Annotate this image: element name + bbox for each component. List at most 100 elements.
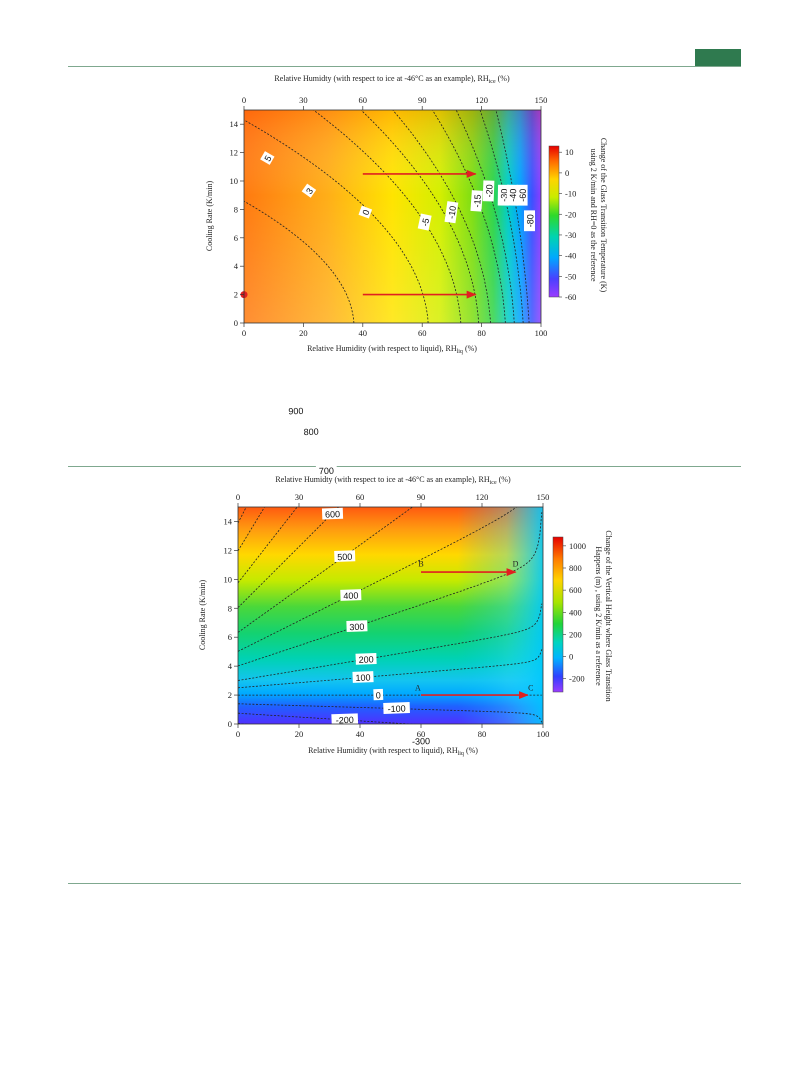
contour-line — [238, 603, 543, 681]
contour-label-group: -15 — [470, 190, 483, 212]
contour-label-bg — [321, 507, 344, 520]
chart-1-colorbar-label-2: using 2 K/min and RH=0 as the reference — [589, 148, 598, 282]
colorbar-tick-label: 0 — [565, 168, 569, 178]
chart-1: 530-5-10-15-20 -30-40 -60-80 0 20 40 60 80 100 … — [0, 74, 608, 355]
contour-label: 300 — [349, 622, 364, 633]
contour-label-bg — [482, 180, 495, 202]
contour-label-bg — [497, 184, 510, 206]
contour-label-bg — [516, 184, 528, 206]
contour-label: -30 — [499, 189, 509, 202]
contour-label-bg — [506, 184, 518, 206]
x-tick-label: 60 — [417, 729, 426, 739]
contour-label: 800 — [304, 427, 319, 438]
contour-label: -300 — [412, 736, 430, 747]
colorbar-tick-label: 0 — [569, 652, 573, 662]
x-tick-label: 0 — [242, 328, 246, 338]
contour-label-group: -100 — [383, 702, 410, 714]
chart-2-x2-ticks: 0 30 60 90 120 150 — [236, 492, 549, 507]
contour-label-group: -300 — [407, 734, 435, 747]
contour-line — [238, 649, 543, 689]
chart-1-x2-ticks: 0 30 60 90 120 150 — [242, 95, 547, 110]
contour-label: -10 — [446, 205, 458, 219]
contour-label-bg — [334, 550, 356, 563]
contour-line — [238, 507, 518, 652]
contour-label: 600 — [325, 509, 340, 520]
contour-label-group: 300 — [346, 620, 368, 633]
chart-1-colorbar-ticks: 10 0 -10 -20 -30 -40 -50 -60 — [559, 147, 576, 302]
chart-2-x2-label: Relative Humidty (with respect to ice at… — [275, 475, 511, 486]
contour-label-bg — [300, 425, 322, 437]
x-tick-label: 60 — [418, 328, 427, 338]
chart-1-colorbar-label-1: Change of the Glass Transition Temperatu… — [599, 138, 608, 293]
colorbar-tick-label: -50 — [565, 271, 576, 281]
contour-label-bg — [340, 589, 362, 601]
x2-tick-label: 30 — [299, 95, 308, 105]
contour-label-bg — [346, 620, 368, 632]
y-tick-label: 6 — [234, 233, 238, 243]
point-label: B — [418, 559, 423, 568]
chart-2-frame — [237, 506, 544, 725]
y-tick-label: 4 — [228, 661, 233, 671]
contour-line — [0, 110, 208, 323]
colorbar-tick-label: -200 — [569, 674, 585, 684]
chart-2-y-ticks: 0 2 4 6 8 10 12 14 — [224, 516, 238, 729]
header-tab — [695, 49, 741, 66]
contour-label: -60 — [518, 189, 528, 202]
contour-label-group: -40 — [506, 184, 518, 206]
x2-tick-label: 60 — [359, 95, 368, 105]
colorbar-tick-label: 10 — [565, 147, 574, 157]
contour-label-bg — [315, 464, 338, 476]
point-label: C — [528, 684, 533, 693]
contour-label-bg — [358, 205, 373, 219]
colorbar-tick-label: 800 — [569, 563, 582, 573]
chart-2-x-ticks: 0 20 40 60 80 100 — [236, 724, 550, 739]
x-tick-label: 40 — [359, 328, 368, 338]
colorbar-tick-label: 1000 — [569, 541, 586, 551]
x2-tick-label: 0 — [242, 95, 246, 105]
colorbar-tick-label: 600 — [569, 585, 582, 595]
chart-1-arrows — [362, 169, 477, 299]
chart-2-y-label: Cooling Rate (K/min) — [198, 580, 207, 651]
x2-tick-label: 30 — [295, 492, 304, 502]
chart-2-colorbar-label-1: Change of the Vertical Height where Glas… — [604, 530, 613, 701]
x-tick-label: 80 — [478, 729, 487, 739]
x-tick-label: 20 — [295, 729, 304, 739]
colorbar-tick-label: -20 — [565, 209, 576, 219]
chart-1-colorbar — [548, 145, 560, 298]
chart-1-y-ticks: 0 2 4 6 8 10 12 14 — [230, 119, 244, 328]
contour-label-bg — [285, 404, 307, 417]
x2-tick-label: 120 — [475, 95, 488, 105]
contour-label: -40 — [508, 189, 518, 202]
contour-label-bg — [260, 151, 275, 165]
chart-2-arrows — [421, 568, 529, 700]
contour-line — [455, 110, 515, 323]
contour-label-group: 500 — [334, 550, 356, 563]
contour-line — [238, 507, 414, 633]
y-tick-label: 2 — [228, 690, 232, 700]
contour-line — [238, 712, 416, 724]
chart-2-x-label: Relative Humidity (with respect to liqui… — [308, 746, 478, 757]
contour-label-group: -60 — [516, 184, 528, 206]
contour-label: -100 — [387, 703, 405, 714]
contour-label: 0 — [376, 690, 381, 700]
contour-label-group: -10 — [444, 201, 459, 224]
x-tick-label: 100 — [537, 729, 550, 739]
y-tick-label: 8 — [234, 204, 238, 214]
contour-line — [238, 723, 249, 724]
section-rule-1 — [68, 466, 741, 467]
y-tick-label: 14 — [230, 119, 239, 129]
contour-label: 400 — [343, 591, 358, 602]
y-tick-label: 10 — [224, 574, 233, 584]
contour-label: 700 — [319, 466, 334, 477]
contour-label-group: 600 — [321, 507, 344, 520]
colorbar-tick-label: -30 — [565, 230, 576, 240]
chart-1-x-ticks: 0 20 40 60 80 100 — [242, 323, 548, 338]
x-tick-label: 40 — [356, 729, 365, 739]
contour-label: -15 — [472, 194, 483, 208]
contour-label-bg — [524, 210, 536, 232]
contour-label-bg — [355, 652, 377, 665]
contour-line — [244, 200, 355, 323]
colorbar-tick-label: -60 — [565, 292, 576, 302]
x-tick-label: 100 — [535, 328, 548, 338]
